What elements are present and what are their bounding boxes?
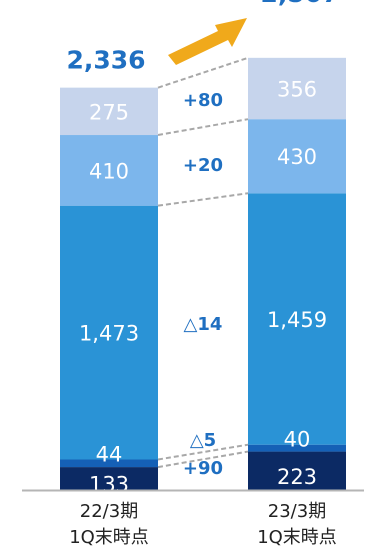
bar-segment xyxy=(248,119,346,194)
segment-value-label: 44 xyxy=(96,442,123,466)
bar-segment xyxy=(248,193,346,445)
change-label: +80 xyxy=(183,90,223,111)
bar-segment xyxy=(248,444,346,452)
connector-line xyxy=(157,443,249,461)
segment-value-label: 40 xyxy=(284,428,311,452)
total-value-label: 2,336 xyxy=(66,46,145,75)
segment-value-label: 223 xyxy=(277,465,317,489)
segment-value-label: 133 xyxy=(89,473,129,497)
change-label: +90 xyxy=(183,458,223,479)
total-labels: 2,336 2,507 xyxy=(66,0,339,75)
change-label: △5 xyxy=(190,430,216,451)
segment-value-label: 410 xyxy=(89,159,129,183)
segment-value-label: 356 xyxy=(277,78,317,102)
segment-labels: 133 223 44 40 1,473 1,459 410 430 275 356 xyxy=(79,78,327,497)
bars xyxy=(60,57,346,490)
bar-segment xyxy=(60,205,158,460)
change-label: +20 xyxy=(183,155,223,176)
bar-segment xyxy=(60,467,158,490)
bar-segment xyxy=(248,57,346,120)
connector-line xyxy=(157,450,249,469)
x-tick-labels: 22/3期 1Q末時点 23/3期 1Q末時点 xyxy=(69,501,337,548)
connector-lines xyxy=(157,56,249,469)
x-tick-label: 22/3期 1Q末時点 xyxy=(69,501,149,548)
total-value-label: 2,507 xyxy=(260,0,339,8)
bar-segment xyxy=(60,459,158,468)
bar-segment xyxy=(60,87,158,136)
segment-value-label: 1,459 xyxy=(267,308,327,332)
segment-value-label: 1,473 xyxy=(79,322,139,346)
connector-line xyxy=(157,56,249,89)
connector-line xyxy=(157,192,249,207)
connector-line xyxy=(157,118,249,137)
segment-value-label: 430 xyxy=(277,145,317,169)
arrow-shape xyxy=(168,18,247,65)
segment-value-label: 275 xyxy=(89,100,129,124)
growth-arrow-icon xyxy=(168,18,247,65)
x-tick-label: 23/3期 1Q末時点 xyxy=(257,501,337,548)
change-label: △14 xyxy=(184,314,223,335)
bar-segment xyxy=(248,451,346,490)
bar-segment xyxy=(60,135,158,206)
change-labels: +90 △5 △14 +20 +80 xyxy=(183,90,223,479)
